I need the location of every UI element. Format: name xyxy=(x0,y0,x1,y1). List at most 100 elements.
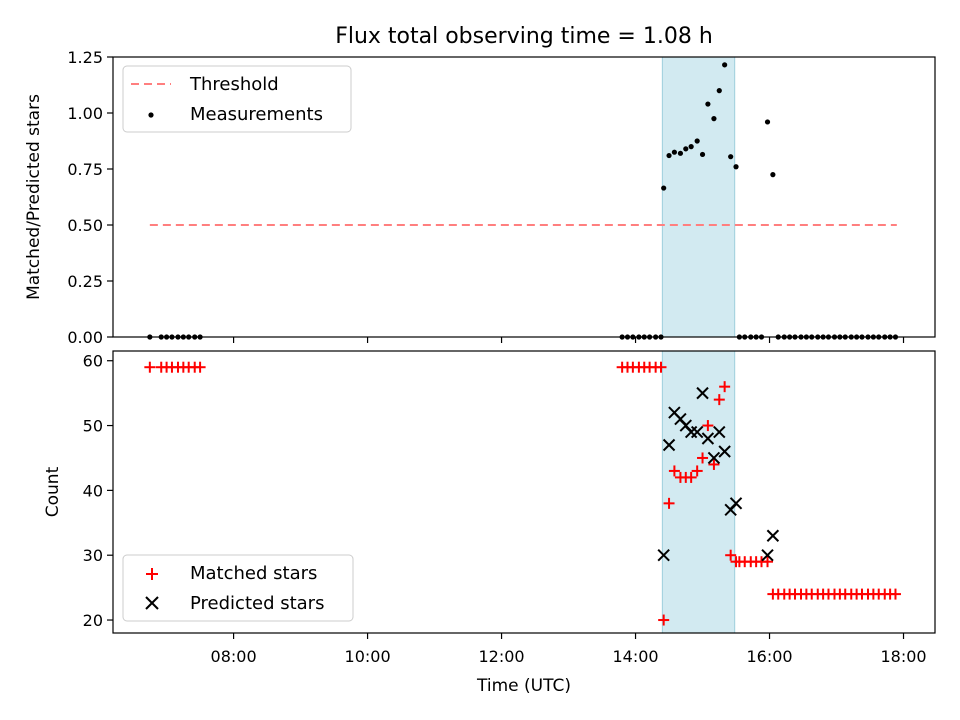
measurement-point xyxy=(677,150,684,156)
y-tick-label: 50 xyxy=(83,417,103,436)
predicted-star-point xyxy=(729,497,743,510)
matched-star-point xyxy=(144,361,156,373)
bottom-x-ticks: 08:00 10:00 12:00 14:00 16:00 18:00 xyxy=(211,633,927,666)
x-stroke-2 xyxy=(713,425,726,439)
measurement-point xyxy=(705,101,711,107)
y-tick-label: 0.75 xyxy=(67,160,103,179)
y-tick-label: 0.00 xyxy=(67,328,103,347)
legend-predicted-swatch xyxy=(145,596,159,610)
bottom-y-ticks: 20 30 40 50 60 xyxy=(83,352,113,630)
top-legend-box xyxy=(122,65,352,133)
predicted-star-point xyxy=(701,432,715,445)
bottom-y-axis-label: Count xyxy=(43,466,63,517)
bottom-legend: Matched stars Predicted stars xyxy=(122,554,354,622)
matched-star-point xyxy=(713,394,725,406)
top-y-ticks: 0.00 0.25 0.50 0.75 1.00 1.25 xyxy=(67,48,113,347)
measurement-point xyxy=(711,116,717,122)
predicted-star-point xyxy=(696,386,709,400)
x-stroke-2 xyxy=(668,406,681,419)
legend-threshold-label: Threshold xyxy=(189,74,279,95)
measurement-point xyxy=(733,164,739,170)
x-stroke-2 xyxy=(701,432,715,445)
matched-star-point xyxy=(663,497,675,509)
x-stroke-2 xyxy=(718,445,731,458)
predicted-star-point xyxy=(662,438,676,452)
x-tick-label: 12:00 xyxy=(479,647,525,666)
x-stroke-2 xyxy=(707,451,721,465)
chart-title: Flux total observing time = 1.08 h xyxy=(335,24,713,49)
top-panel: 0.00 0.25 0.50 0.75 1.00 1.25 Matched/Predict… xyxy=(24,48,936,347)
bottom-legend-box xyxy=(122,554,354,622)
legend-matched-swatch xyxy=(146,568,158,580)
bottom-panel: 20 30 40 50 60 08:00 10:00 12:00 14:00 16:00 18:0… xyxy=(43,350,936,696)
measurement-point xyxy=(728,154,734,160)
y-tick-label: 30 xyxy=(83,546,103,565)
x-stroke-2 xyxy=(690,425,704,439)
measurement-point xyxy=(694,138,700,144)
matched-star-point xyxy=(685,471,697,483)
predicted-star-point xyxy=(766,529,780,542)
measurement-point xyxy=(770,172,776,178)
x-stroke-2 xyxy=(696,386,709,400)
bottom-axes-frame xyxy=(112,350,936,634)
matched-star-point xyxy=(655,361,667,373)
x-stroke-2 xyxy=(729,497,743,510)
x-tick-label: 14:00 xyxy=(612,647,658,666)
predicted-star-point xyxy=(657,548,670,562)
matched-star-point xyxy=(708,458,720,470)
top-legend: Threshold Measurements xyxy=(122,65,352,133)
matched-star-point xyxy=(889,588,901,600)
top-y-axis-label: Matched/Predicted stars xyxy=(24,94,44,300)
measurement-point xyxy=(716,88,722,94)
bottom-data-marks xyxy=(144,361,901,626)
x-stroke-2 xyxy=(766,529,780,542)
predicted-star-point xyxy=(707,451,721,465)
legend-measurements-label: Measurements xyxy=(190,104,323,125)
matched-star-point xyxy=(702,420,714,432)
top-highlight-span xyxy=(661,56,736,338)
measurement-point xyxy=(671,149,677,155)
bottom-highlight-span xyxy=(661,350,736,634)
x-stroke-2 xyxy=(657,548,670,562)
matched-star-point xyxy=(194,361,206,373)
predicted-star-point xyxy=(718,445,731,458)
y-tick-label: 1.00 xyxy=(67,104,103,123)
predicted-star-point xyxy=(713,425,726,439)
legend-measurements-swatch xyxy=(148,112,154,118)
matched-star-point xyxy=(725,549,737,561)
y-tick-label: 60 xyxy=(83,352,103,371)
measurement-point xyxy=(666,152,672,159)
matched-star-point xyxy=(697,452,709,464)
y-tick-label: 20 xyxy=(83,611,103,630)
matched-star-point xyxy=(668,465,680,477)
measurement-point xyxy=(699,151,706,158)
matched-star-point xyxy=(762,556,774,568)
legend-matched-label: Matched stars xyxy=(190,563,317,584)
matched-star-point xyxy=(658,614,670,626)
x-stroke-2 xyxy=(761,548,774,562)
x-axis-label: Time (UTC) xyxy=(476,676,571,696)
x-tick-label: 18:00 xyxy=(880,647,926,666)
y-tick-label: 40 xyxy=(83,481,103,500)
y-tick-label: 1.25 xyxy=(67,48,103,67)
measurement-point xyxy=(661,185,667,191)
x-tick-label: 16:00 xyxy=(746,647,792,666)
measurement-point xyxy=(764,119,771,125)
matched-star-point xyxy=(691,465,703,477)
x-stroke-2 xyxy=(674,412,687,426)
top-axes-frame xyxy=(112,56,936,338)
predicted-star-point xyxy=(761,548,774,562)
x-stroke-2 xyxy=(679,419,692,432)
top-x-ticks xyxy=(232,337,905,343)
measurement-point xyxy=(722,62,728,68)
y-tick-label: 0.50 xyxy=(67,216,103,235)
measurement-point xyxy=(688,144,694,150)
x-tick-label: 10:00 xyxy=(345,647,391,666)
x-stroke-2 xyxy=(662,438,676,452)
x-tick-label: 08:00 xyxy=(211,647,257,666)
measurement-point xyxy=(683,146,689,152)
predicted-star-point xyxy=(690,425,704,439)
legend-predicted-label: Predicted stars xyxy=(190,593,324,614)
y-tick-label: 0.25 xyxy=(67,272,103,291)
